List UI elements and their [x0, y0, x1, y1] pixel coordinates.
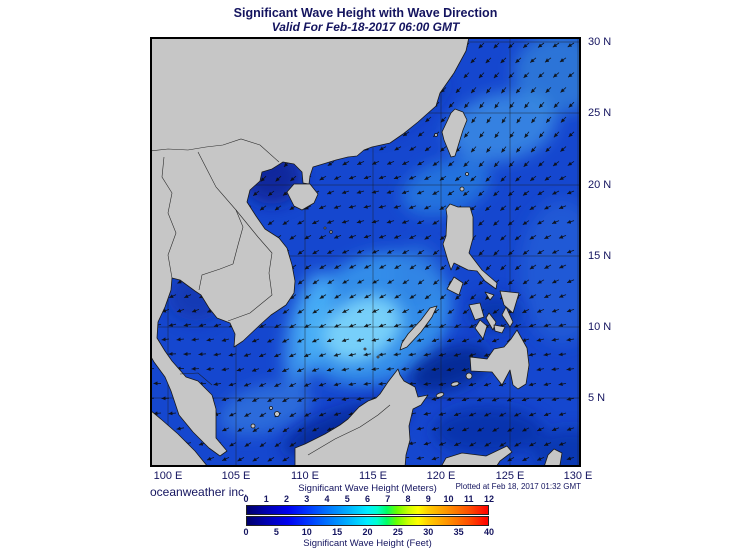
feet-tick: 0 [243, 527, 249, 537]
taiwan-island [441, 108, 468, 158]
chart-title: Significant Wave Height with Wave Direct… [233, 6, 498, 20]
meters-tick: 8 [405, 494, 411, 504]
babuyan-islands [459, 186, 465, 192]
colorbar-title-meters: Significant Wave Height (Meters) [298, 483, 437, 494]
feet-tick-row: 0 5 10 15 20 25 30 35 40 [243, 527, 494, 538]
spratly-islands [363, 347, 367, 351]
feet-tick: 15 [332, 527, 343, 537]
lon-label: 100 E [153, 470, 183, 482]
lon-label: 125 E [495, 470, 525, 482]
credit-text: oceanweather inc. [150, 485, 248, 499]
jolo-island [450, 381, 460, 387]
tawi-tawi-island [435, 392, 445, 398]
country-borders [151, 138, 391, 456]
lat-label: 5 N [588, 392, 606, 404]
map-area [150, 37, 581, 467]
meters-tick: 3 [304, 494, 310, 504]
mindoro-island [446, 276, 464, 296]
lat-label: 20 N [588, 179, 612, 191]
meters-tick: 10 [443, 494, 454, 504]
luzon-island [442, 203, 498, 290]
meters-tick: 1 [263, 494, 269, 504]
spratly-islands [376, 355, 380, 359]
lon-label: 105 E [221, 470, 251, 482]
panay-island [468, 302, 485, 321]
meters-tick: 5 [344, 494, 350, 504]
halmahera-island [544, 448, 563, 466]
feet-tick: 5 [273, 527, 279, 537]
lon-label: 115 E [359, 470, 387, 482]
leyte-island [501, 306, 514, 328]
meters-tick: 2 [283, 494, 289, 504]
asia-mainland [151, 38, 470, 457]
batanes-islands [465, 172, 469, 176]
meters-tick-row: 0 1 2 3 4 5 6 7 8 9 10 11 12 [243, 494, 494, 505]
palawan-island [399, 305, 438, 351]
feet-tick: 20 [362, 527, 373, 537]
map-frame [150, 37, 581, 467]
feet-tick: 10 [301, 527, 312, 537]
natuna-islands [274, 411, 280, 417]
colorbar-gradient-meters [246, 505, 489, 515]
anambas-islands [250, 423, 256, 429]
sumatra [151, 410, 208, 466]
meters-tick: 6 [364, 494, 371, 504]
lat-label: 10 N [588, 321, 612, 333]
feet-tick: 30 [423, 527, 434, 537]
cebu-island [485, 312, 497, 331]
bohol-island [493, 324, 506, 334]
feet-tick: 40 [483, 527, 495, 537]
lon-label: 120 E [426, 470, 456, 482]
basilan-island [465, 372, 473, 380]
meters-tick: 11 [463, 494, 474, 504]
penghu-islands [434, 133, 438, 137]
plotted-timestamp: Plotted at Feb 18, 2017 01:32 GMT [455, 482, 581, 491]
colorbar-gradient-feet [246, 516, 489, 526]
mindanao-island [469, 329, 530, 390]
land-masses [151, 38, 563, 466]
lon-label: 130 E [563, 470, 593, 482]
chart-valid-time: Valid For Feb-18-2017 06:00 GMT [271, 20, 460, 34]
negros-island [474, 319, 488, 340]
hainan-island [286, 183, 319, 211]
meters-tick: 9 [425, 494, 431, 504]
meters-tick: 7 [385, 494, 391, 504]
lat-label: 30 N [588, 36, 612, 48]
samar-island [499, 290, 520, 314]
wave-map [150, 37, 581, 467]
natuna-islands [269, 406, 273, 410]
feet-tick: 35 [453, 527, 464, 537]
masbate-island [484, 291, 495, 301]
lat-label: 25 N [588, 107, 612, 119]
meters-tick: 12 [483, 494, 495, 504]
paracel-islands [329, 230, 333, 234]
meters-tick: 0 [243, 494, 249, 504]
lon-axis: 100 E 105 E 110 E 115 E 120 E 125 E 130 E [0, 470, 755, 484]
colorbar-title-feet: Significant Wave Height (Feet) [303, 538, 432, 549]
borneo-island [294, 368, 429, 466]
lon-label: 110 E [291, 470, 319, 482]
meters-tick: 4 [324, 494, 330, 504]
paracel-islands [323, 226, 327, 230]
feet-tick: 25 [392, 527, 403, 537]
lat-label: 15 N [588, 250, 612, 262]
